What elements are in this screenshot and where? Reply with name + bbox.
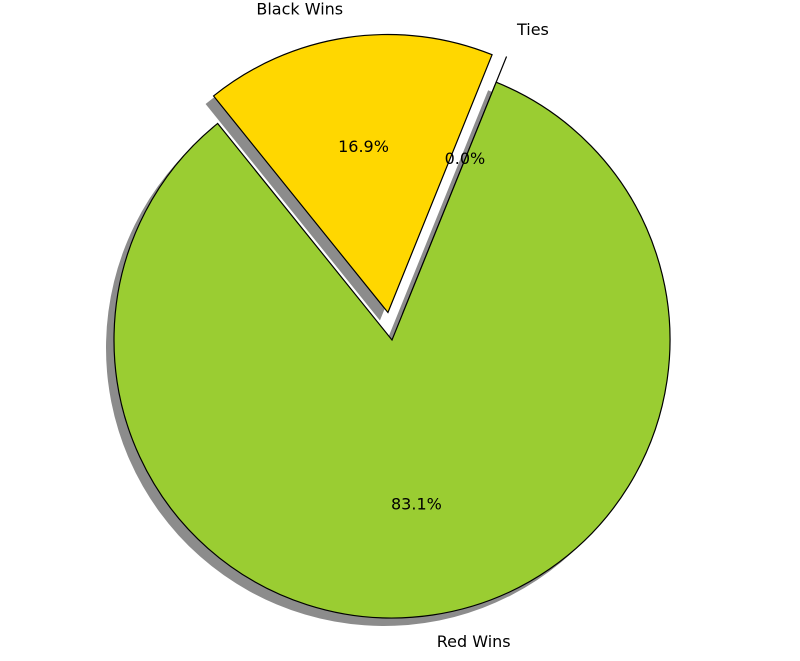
slice-label-ties: Ties <box>516 20 549 39</box>
slice-pct-red-wins: 83.1% <box>391 495 442 514</box>
slice-label-black-wins: Black Wins <box>256 0 343 18</box>
slice-pct-ties: 0.0% <box>445 149 486 168</box>
slice-red-wins <box>113 81 671 619</box>
label-layer: Ties 0.0% Black Wins 16.9% Red Wins 83.1% <box>256 0 548 651</box>
slice-black-wins <box>212 33 493 314</box>
slice-label-red-wins: Red Wins <box>437 632 511 651</box>
slice-pct-black-wins: 16.9% <box>338 137 389 156</box>
slice-shadow-ties <box>394 64 499 323</box>
slice-layer <box>113 33 671 619</box>
